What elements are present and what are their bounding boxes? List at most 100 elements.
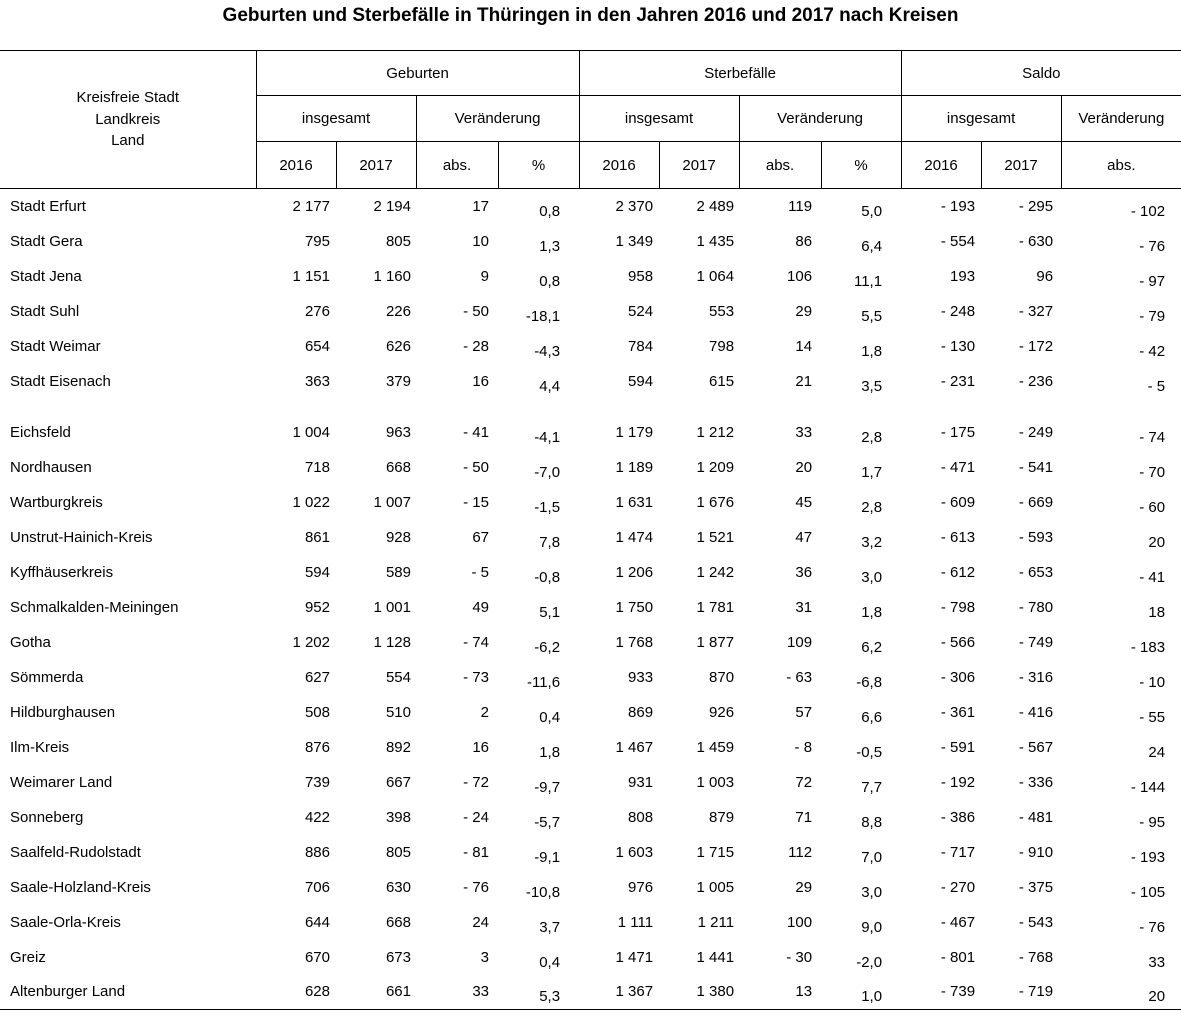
value-text: - 630: [1018, 232, 1054, 250]
value-text: 594: [304, 563, 330, 581]
value-text: - 130: [940, 337, 976, 355]
value-cell: 71: [739, 800, 821, 835]
value-cell: 1 768: [579, 625, 659, 660]
value-text: 958: [628, 267, 654, 285]
value-text: 5,0: [861, 202, 883, 220]
value-text: - 102: [1130, 202, 1166, 220]
value-cell: -9,1: [498, 835, 579, 870]
region-name: Eichsfeld: [10, 423, 71, 441]
value-text: -18,1: [525, 307, 561, 325]
table-row: Stadt Weimar 654 626 - 28 -4,3 784 798 14 1,8 - 1…: [0, 329, 1181, 364]
value-text: 5,5: [861, 307, 883, 325]
value-cell: 1 750: [579, 590, 659, 625]
value-cell: - 361: [901, 695, 981, 730]
value-cell: 398: [336, 800, 416, 835]
value-text: - 749: [1018, 633, 1054, 651]
value-cell: - 5: [1061, 364, 1181, 399]
value-cell: 1 151: [256, 259, 336, 294]
value-text: 1 521: [696, 528, 735, 546]
value-cell: 1 007: [336, 485, 416, 520]
value-cell: 57: [739, 695, 821, 730]
value-text: - 910: [1018, 843, 1054, 861]
value-text: - 74: [463, 633, 489, 651]
value-cell: 4,4: [498, 364, 579, 399]
value-cell: - 97: [1061, 259, 1181, 294]
value-text: 10: [472, 232, 489, 250]
value-cell: - 70: [1061, 450, 1181, 485]
value-cell: 33: [416, 975, 498, 1010]
value-cell: 16: [416, 730, 498, 765]
value-text: 31: [795, 598, 813, 616]
value-text: 926: [709, 703, 735, 721]
value-cell: - 95: [1061, 800, 1181, 835]
value-text: 668: [385, 913, 411, 931]
value-text: 933: [628, 668, 654, 686]
value-text: - 30: [786, 948, 813, 966]
value-cell: 0,8: [498, 189, 579, 224]
value-text: - 554: [940, 232, 976, 250]
value-text: 1 631: [615, 493, 654, 511]
value-cell: 1,0: [821, 975, 901, 1010]
value-cell: 226: [336, 294, 416, 329]
value-cell: 1,8: [498, 730, 579, 765]
subheader-saldo-veraenderung: Veränderung: [1061, 95, 1181, 142]
value-text: 1 467: [615, 738, 654, 756]
value-cell: -11,6: [498, 660, 579, 695]
value-text: 1 007: [373, 493, 411, 511]
value-text: 667: [385, 773, 411, 791]
value-cell: 1 676: [659, 485, 739, 520]
value-cell: 1 128: [336, 625, 416, 660]
value-text: 1,8: [539, 743, 561, 761]
value-cell: - 193: [901, 189, 981, 224]
value-text: -1,5: [534, 498, 561, 516]
value-cell: 554: [336, 660, 416, 695]
value-cell: - 717: [901, 835, 981, 870]
value-text: - 386: [940, 808, 976, 826]
value-cell: - 630: [981, 224, 1061, 259]
value-cell: 668: [336, 450, 416, 485]
value-cell: 29: [739, 870, 821, 905]
value-cell: 958: [579, 259, 659, 294]
value-cell: 976: [579, 870, 659, 905]
value-text: 673: [385, 948, 411, 966]
value-text: 661: [385, 983, 411, 1001]
value-text: - 55: [1139, 708, 1166, 726]
table-row: Stadt Eisenach 363 379 16 4,4 594 615 21 3,5 - 23…: [0, 364, 1181, 399]
value-cell: 615: [659, 364, 739, 399]
region-name: Saale-Holzland-Kreis: [10, 878, 151, 896]
value-text: - 231: [940, 372, 976, 390]
value-text: - 175: [940, 423, 976, 441]
value-cell: - 249: [981, 415, 1061, 450]
value-text: 2 177: [292, 197, 330, 215]
value-cell: - 41: [1061, 555, 1181, 590]
value-cell: -9,7: [498, 765, 579, 800]
value-text: - 270: [940, 878, 976, 896]
group-header-geburten: Geburten: [256, 50, 580, 96]
value-cell: 627: [256, 660, 336, 695]
value-cell: - 24: [416, 800, 498, 835]
value-cell: -4,3: [498, 329, 579, 364]
value-text: 3: [480, 948, 489, 966]
value-cell: 931: [579, 765, 659, 800]
value-text: 1 877: [696, 633, 735, 651]
value-text: 805: [385, 232, 411, 250]
value-cell: 1 349: [579, 224, 659, 259]
value-text: 49: [472, 598, 489, 616]
table-row: Ilm-Kreis 876 892 16 1,8 1 467 1 459 - 8 -0,5 - 5…: [0, 730, 1181, 765]
value-cell: - 175: [901, 415, 981, 450]
value-text: 86: [795, 232, 813, 250]
col-header-geburten-pct: %: [498, 141, 580, 189]
value-cell: 952: [256, 590, 336, 625]
value-cell: 3,5: [821, 364, 901, 399]
value-text: - 316: [1018, 668, 1054, 686]
header-row-subgroups: insgesamt Veränderung insgesamt Veränder…: [0, 95, 1181, 142]
value-text: -11,6: [526, 673, 561, 691]
value-cell: 11,1: [821, 259, 901, 294]
value-cell: 1 380: [659, 975, 739, 1010]
value-text: 805: [385, 843, 411, 861]
value-cell: - 105: [1061, 870, 1181, 905]
region-name: Nordhausen: [10, 458, 92, 476]
value-text: - 416: [1018, 703, 1054, 721]
value-text: - 306: [940, 668, 976, 686]
value-cell: - 72: [416, 765, 498, 800]
